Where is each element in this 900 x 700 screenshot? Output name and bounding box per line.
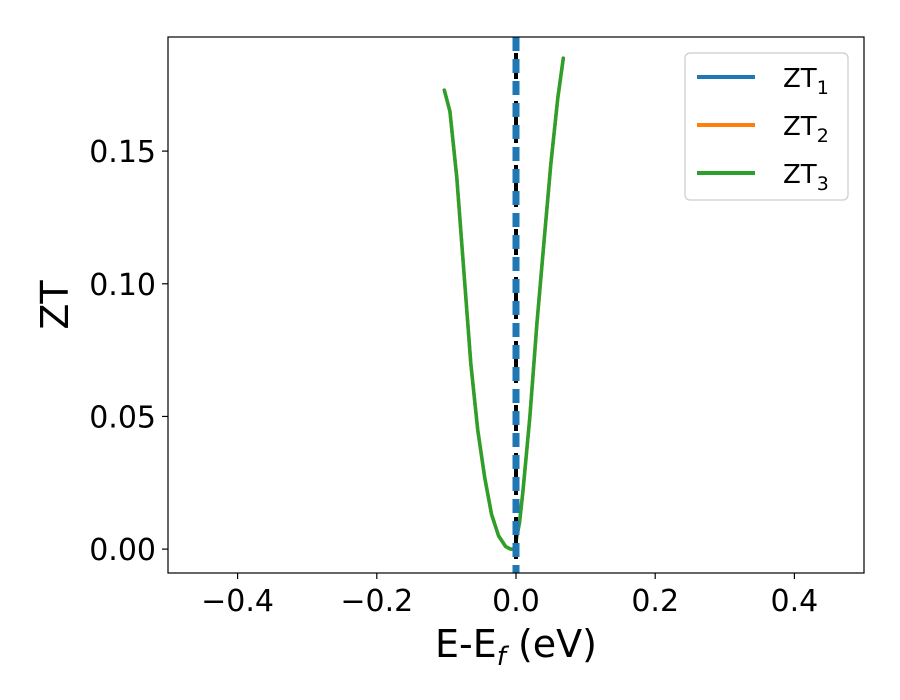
legend-label-zt1: ZT1 bbox=[783, 64, 829, 99]
x-tick-label: 0.2 bbox=[631, 584, 679, 619]
x-axis-label: E-Ef (eV) bbox=[435, 622, 597, 672]
y-tick-label: 0.00 bbox=[89, 533, 156, 568]
y-tick-label: 0.15 bbox=[89, 135, 156, 170]
x-axis-label-unit: (eV) bbox=[506, 622, 597, 666]
y-tick-label: 0.10 bbox=[89, 268, 156, 303]
x-axis-label-main: E-E bbox=[435, 622, 497, 666]
y-axis: 0.00 0.05 0.10 0.15 bbox=[89, 135, 168, 568]
x-tick-label: 0.4 bbox=[771, 584, 819, 619]
series-line-zt2 bbox=[442, 56, 566, 551]
legend-label-zt3: ZT3 bbox=[783, 160, 829, 195]
x-tick-label: 0.0 bbox=[492, 584, 540, 619]
y-axis-label: ZT bbox=[33, 280, 77, 330]
legend-label-zt2: ZT2 bbox=[783, 112, 829, 147]
y-tick-label: 0.05 bbox=[89, 400, 156, 435]
legend-box bbox=[684, 52, 849, 201]
series-line-zt3 bbox=[442, 56, 566, 551]
plot-lines bbox=[442, 37, 566, 573]
x-axis: −0.4 −0.2 0.0 0.2 0.4 bbox=[201, 573, 818, 619]
legend: ZT1 ZT2 ZT3 bbox=[684, 52, 849, 201]
x-tick-label: −0.4 bbox=[201, 584, 274, 619]
x-tick-label: −0.2 bbox=[340, 584, 413, 619]
